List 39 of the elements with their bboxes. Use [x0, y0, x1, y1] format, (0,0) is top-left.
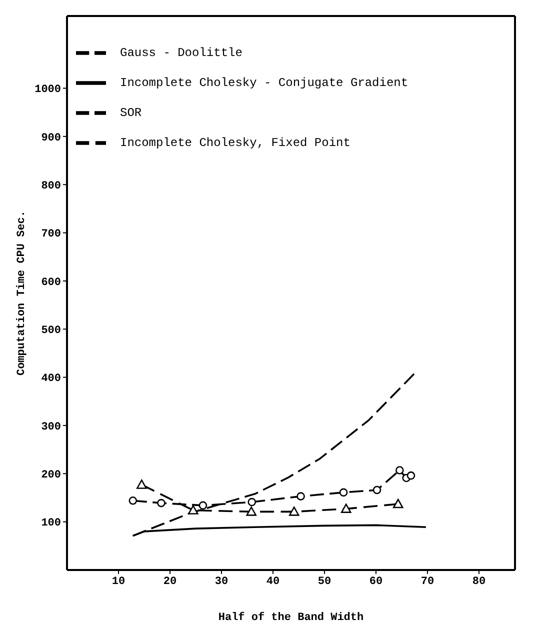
x-tick-label: 70: [420, 576, 434, 588]
y-tick-label: 100: [41, 518, 61, 530]
x-axis-title: Half of the Band Width: [218, 611, 364, 624]
y-axis-title: Computation Time CPU Sec.: [16, 210, 28, 376]
x-tick-label: 20: [163, 576, 177, 588]
point: [406, 471, 416, 480]
point: [248, 498, 256, 506]
point: [288, 506, 300, 516]
point: [157, 498, 166, 508]
point: [136, 480, 147, 489]
y-tick-label: 1000: [34, 84, 61, 96]
y-tick-label: 700: [41, 228, 61, 241]
point: [296, 492, 305, 500]
legend-label: Gauss - Doolittle: [120, 46, 242, 60]
x-tick-label: 10: [112, 576, 126, 588]
point: [246, 506, 256, 516]
point: [396, 466, 404, 474]
legend-label: Incomplete Cholesky - Conjugate Gradient: [120, 76, 408, 90]
y-tick-label: 300: [41, 421, 61, 434]
y-tick-label: 900: [41, 132, 61, 144]
point: [339, 488, 348, 497]
y-tick-label: 800: [41, 180, 61, 193]
y-tick-label: 400: [41, 373, 61, 386]
point: [392, 498, 404, 508]
point: [188, 505, 198, 514]
point: [340, 504, 352, 513]
x-tick-label: 80: [472, 576, 486, 588]
y-tick-label: 200: [41, 470, 61, 482]
x-tick-label: 60: [369, 576, 383, 588]
y-tick-label: 600: [41, 276, 61, 289]
x-tick-label: 40: [266, 576, 280, 588]
y-tick-label: 500: [41, 325, 61, 338]
legend-label: SOR: [120, 106, 142, 120]
x-tick-label: 50: [318, 576, 332, 588]
legend-label: Incomplete Cholesky, Fixed Point: [120, 136, 350, 150]
point: [128, 496, 138, 505]
x-tick-label: 30: [214, 576, 228, 588]
point: [372, 486, 382, 494]
point: [198, 501, 208, 510]
